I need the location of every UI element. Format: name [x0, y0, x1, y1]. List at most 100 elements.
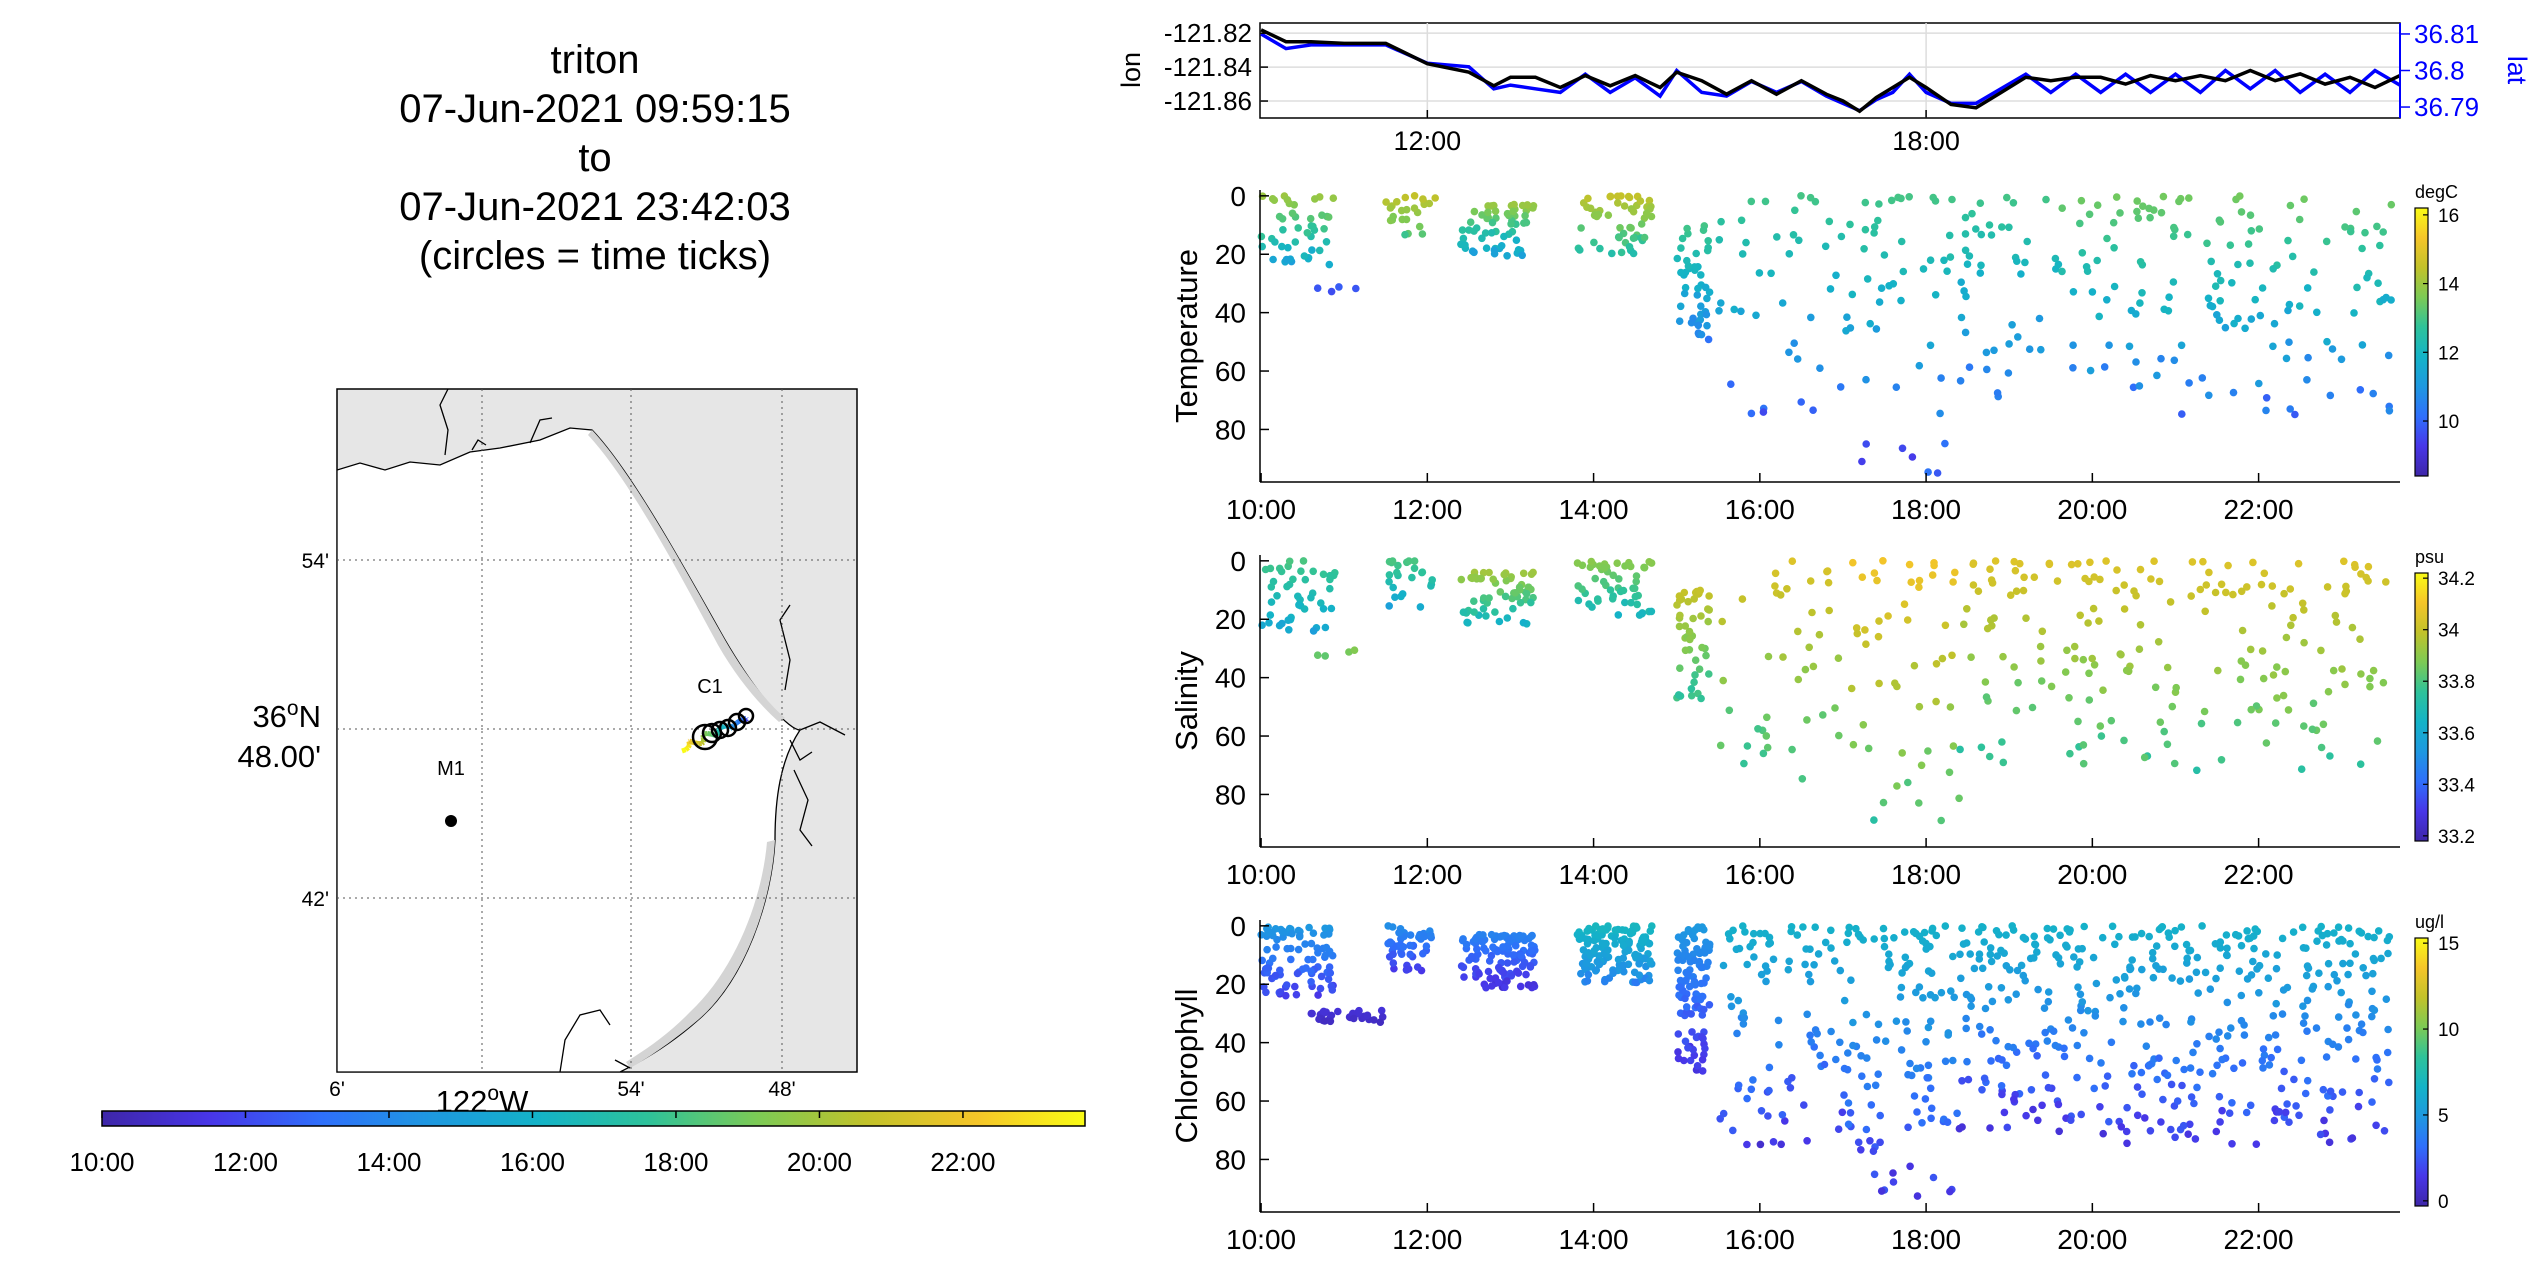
scatter-point [2259, 1064, 2267, 1072]
scatter-y-tick-label: 60 [1215, 356, 1246, 387]
scatter-point [1629, 234, 1638, 242]
scatter-point [1897, 1046, 1906, 1054]
lon-y-tick-label: -121.82 [1164, 18, 1252, 48]
scatter-point [1777, 1140, 1785, 1149]
scatter-point [2011, 566, 2020, 575]
scatter-point [1862, 440, 1870, 448]
scatter-point [1314, 991, 1322, 999]
scatter-y-tick-label: 40 [1215, 663, 1246, 694]
scatter-point [2215, 316, 2224, 325]
scatter-point [1376, 1018, 1385, 1026]
scatter-point [1329, 194, 1338, 202]
scatter-point [1307, 939, 1316, 948]
scatter-point [2146, 213, 2154, 222]
scatter-point [1499, 969, 1508, 977]
scatter-point [1306, 214, 1315, 223]
scatter-point [1779, 653, 1787, 661]
lon-lat-axes-frame [1259, 22, 2401, 119]
scatter-point [2002, 962, 2011, 970]
scatter-point [1906, 1162, 1914, 1171]
scatter-point [1847, 684, 1856, 693]
scatter-point [2348, 623, 2357, 632]
scatter-point [1844, 929, 1853, 938]
scatter-colorbar-tick-label: 14 [2438, 275, 2460, 296]
scatter-point [2332, 618, 2341, 626]
scatter-point [1854, 1138, 1863, 1147]
scatter-point [1826, 285, 1835, 293]
scatter-point [1943, 1118, 1952, 1126]
scatter-point [1775, 1041, 1783, 1049]
scatter-point [1844, 1120, 1853, 1129]
scatter-point [2258, 647, 2267, 655]
scatter-point [2337, 355, 2346, 364]
scatter-point [1926, 1017, 1935, 1026]
scatter-point [2054, 1100, 2063, 1109]
scatter-point [1698, 643, 1706, 652]
scatter-point [2067, 1116, 2075, 1124]
scatter-point [2302, 971, 2311, 980]
scatter-point [1999, 758, 2008, 767]
scatter-point [1806, 945, 1814, 953]
scatter-colorbar [2414, 572, 2429, 842]
scatter-point [2085, 1054, 2094, 1063]
scatter-point [2128, 1070, 2136, 1078]
scatter-point [2163, 740, 2172, 749]
scatter-point [1674, 966, 1682, 975]
scatter-point [2355, 1088, 2363, 1097]
scatter-point [1885, 282, 1893, 290]
scatter-point [2049, 925, 2058, 933]
scatter-point [1510, 200, 1518, 209]
scatter-point [1689, 614, 1697, 623]
scatter-point [1699, 226, 1708, 234]
scatter-point [2063, 943, 2071, 951]
scatter-point [1645, 196, 1654, 205]
scatter-point [1518, 962, 1527, 971]
scatter-point [1502, 576, 1511, 585]
scatter-point [1858, 573, 1867, 581]
scatter-point [1737, 216, 1746, 225]
scatter-point [1705, 606, 1713, 614]
track-segment [688, 738, 693, 745]
scatter-point [1807, 1038, 1815, 1046]
scatter-point [1645, 939, 1654, 948]
scatter-point [2221, 323, 2230, 332]
lon-y-tick-label: -121.86 [1164, 86, 1252, 116]
scatter-point [2110, 244, 2118, 252]
scatter-point [1352, 284, 1360, 293]
scatter-point [1419, 949, 1427, 958]
scatter-point [1874, 1020, 1883, 1029]
scatter-point [2233, 718, 2242, 727]
scatter-point [2054, 954, 2063, 962]
scatter-point [1791, 206, 1799, 215]
scatter-point [1880, 942, 1889, 951]
scatter-point [2334, 1043, 2343, 1051]
scatter-point [1416, 603, 1425, 611]
scatter-point [2247, 227, 2256, 235]
scatter-point [1870, 223, 1879, 231]
scatter-point [2354, 1102, 2363, 1111]
scatter-point [2237, 941, 2246, 950]
scatter-point [1463, 618, 1471, 627]
scatter-point [1273, 592, 1281, 600]
scatter-point [2176, 977, 2185, 985]
scatter-point [1910, 1092, 1919, 1100]
scatter-point [2038, 627, 2047, 636]
river-east [779, 604, 846, 847]
scatter-point [1863, 275, 1872, 283]
scatter-point [1278, 928, 1287, 936]
scatter-point [2034, 985, 2042, 994]
scatter-point [1926, 256, 1935, 265]
scatter-point [1898, 444, 1907, 453]
scatter-point [1350, 1014, 1358, 1023]
scatter-point [1635, 960, 1643, 968]
scatter-point [1326, 969, 1335, 977]
scatter-point [2228, 1140, 2236, 1148]
scatter-point [1601, 977, 1609, 986]
scatter-point [2076, 990, 2085, 999]
scatter-point [1927, 1104, 1936, 1113]
scatter-point [2177, 341, 2186, 350]
scatter-point [1904, 1123, 1912, 1132]
scatter-x-tick-label: 12:00 [1392, 1224, 1462, 1255]
scatter-point [2288, 252, 2297, 261]
scatter-point [1853, 629, 1862, 638]
